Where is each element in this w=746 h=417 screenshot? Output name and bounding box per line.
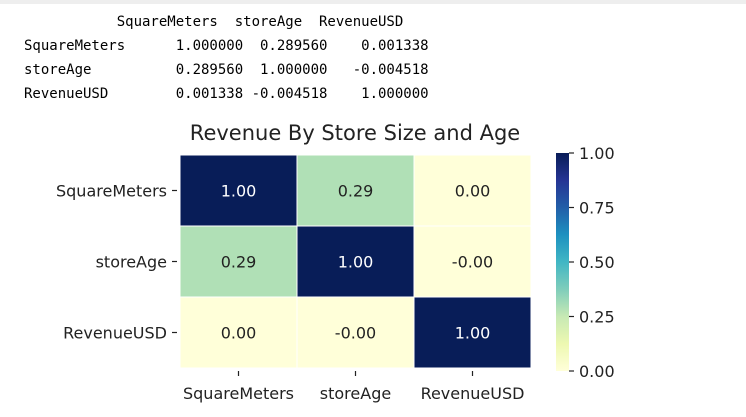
cell-value-label: -0.00	[335, 324, 376, 343]
heatmap-cell	[413, 225, 532, 298]
cell-value-label: 0.00	[455, 182, 491, 201]
heatmap-cell	[413, 154, 532, 227]
cell-value-label: -0.00	[452, 253, 493, 272]
cell-value-label: 1.00	[338, 253, 374, 272]
chart-title: Revenue By Store Size and Age	[190, 121, 520, 145]
colorbar-tick-label: 0.00	[579, 362, 615, 381]
heatmap-cells: 1.00 0.29 0.00 0.29 1.00 -0.00 0.00 -0.00 1.00	[179, 154, 532, 369]
heatmap-cell	[296, 296, 415, 369]
output-divider	[0, 0, 746, 4]
y-tick-label: storeAge	[96, 253, 167, 272]
table-row: SquareMeters 1.000000 0.289560 0.001338	[24, 38, 429, 54]
table-row: RevenueUSD 0.001338 -0.004518 1.000000	[24, 86, 429, 102]
heatmap-cell	[296, 154, 415, 227]
x-tick-label: SquareMeters	[183, 384, 294, 403]
colorbar-bar	[556, 153, 569, 371]
correlation-table: SquareMeters storeAge RevenueUSD SquareM…	[24, 10, 429, 106]
colorbar: 0.00 0.25 0.50 0.75 1.00	[556, 144, 615, 381]
colorbar-tick-label: 0.25	[579, 308, 615, 327]
heatmap-cell	[179, 296, 298, 369]
heatmap-cell	[179, 225, 298, 298]
cell-value-label: 0.00	[221, 324, 257, 343]
colorbar-tick-label: 0.50	[579, 253, 615, 272]
y-tick-label: SquareMeters	[56, 182, 167, 201]
cell-value-label: 1.00	[455, 324, 491, 343]
cell-value-label: 0.29	[221, 253, 257, 272]
heatmap-cell	[413, 296, 532, 369]
colorbar-tick-label: 1.00	[579, 144, 615, 163]
y-tick-label: RevenueUSD	[63, 324, 167, 343]
x-tick-label: RevenueUSD	[421, 384, 525, 403]
cell-value-label: 1.00	[221, 182, 257, 201]
y-axis-labels: SquareMeters storeAge RevenueUSD	[56, 182, 177, 343]
x-axis-labels: SquareMeters storeAge RevenueUSD	[183, 371, 524, 403]
colorbar-tick-label: 0.75	[579, 199, 615, 218]
table-header: SquareMeters storeAge RevenueUSD	[24, 14, 404, 30]
table-row: storeAge 0.289560 1.000000 -0.004518	[24, 62, 429, 78]
x-tick-label: storeAge	[320, 384, 391, 403]
cell-value-label: 0.29	[338, 182, 374, 201]
